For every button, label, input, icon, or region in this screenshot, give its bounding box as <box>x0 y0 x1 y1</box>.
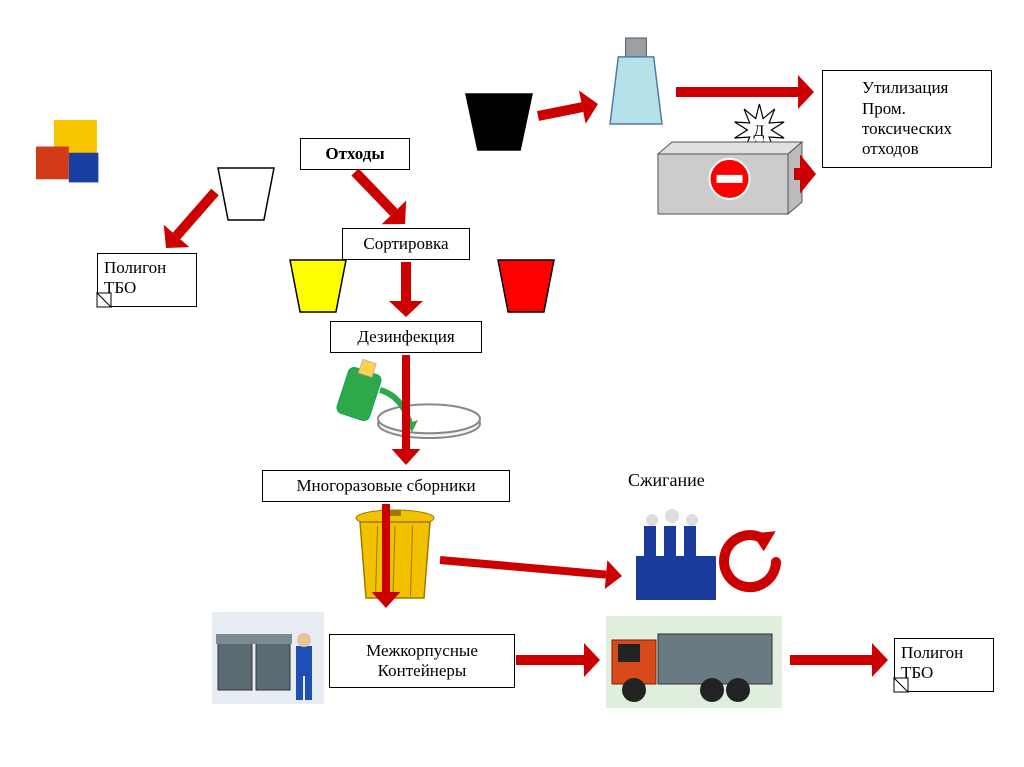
bin-b-label: Б <box>312 280 321 298</box>
node-waste-label: Отходы <box>325 144 384 164</box>
svg-text:Д: Д <box>753 123 764 140</box>
diagram-stage: Отходы Сортировка Дезинфекция Многоразов… <box>0 0 1024 767</box>
bin-v-label: В <box>520 280 531 298</box>
node-landfill-2-label: Полигон ТБО <box>901 643 963 682</box>
node-sort: Сортировка <box>342 228 470 260</box>
node-containers: Межкорпусные Контейнеры <box>329 634 515 688</box>
node-disinfect: Дезинфекция <box>330 321 482 353</box>
bin-a-label: А <box>244 186 256 204</box>
node-sort-label: Сортировка <box>363 234 448 254</box>
node-utilization: Утилизация Пром. токсических отходов <box>822 70 992 168</box>
node-waste: Отходы <box>300 138 410 170</box>
label-incineration: Сжигание <box>628 470 705 491</box>
node-containers-label: Межкорпусные Контейнеры <box>366 641 478 682</box>
node-collectors: Многоразовые сборники <box>262 470 510 502</box>
node-landfill-2: Полигон ТБО <box>894 638 994 692</box>
bin-g-label: Г <box>493 114 502 132</box>
node-landfill-1-label: Полигон ТБО <box>104 258 166 297</box>
node-disinfect-label: Дезинфекция <box>357 327 454 347</box>
node-landfill-1: Полигон ТБО <box>97 253 197 307</box>
label-incineration-text: Сжигание <box>628 470 705 490</box>
node-utilization-label: Утилизация Пром. токсических отходов <box>862 78 952 160</box>
node-collectors-label: Многоразовые сборники <box>296 476 475 496</box>
